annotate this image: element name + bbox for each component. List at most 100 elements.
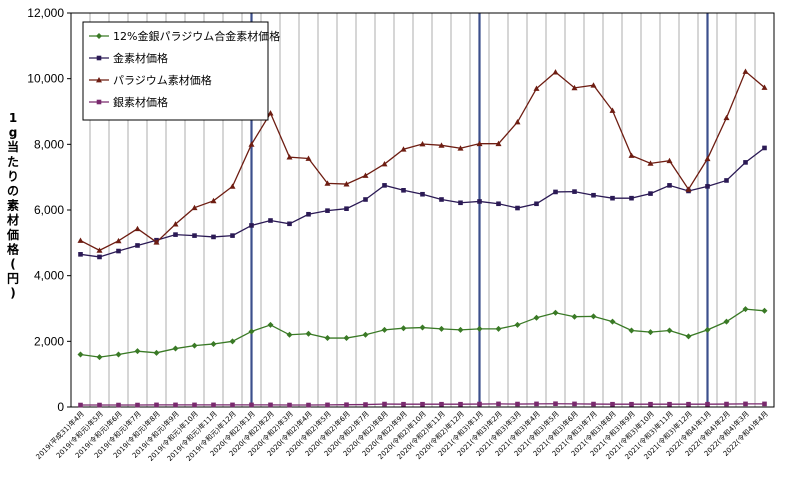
legend-label: 12%金銀パラジウム合金素材価格 [113, 29, 280, 43]
data-point [135, 243, 140, 248]
data-point [248, 328, 255, 335]
data-point [305, 330, 312, 337]
legend-swatch-marker [96, 55, 102, 61]
data-point [515, 401, 520, 407]
data-point [267, 321, 274, 328]
data-point [477, 199, 482, 204]
data-point [420, 191, 425, 197]
series-group [78, 401, 767, 408]
data-point [267, 110, 274, 116]
series-lines [77, 68, 768, 408]
data-point [400, 146, 407, 152]
data-point [287, 402, 292, 408]
data-point [533, 314, 540, 321]
data-point [134, 225, 141, 232]
data-point [97, 254, 102, 260]
data-point [153, 349, 160, 356]
data-point [419, 141, 426, 147]
data-point [382, 401, 387, 407]
data-point [724, 401, 729, 407]
data-point [704, 155, 711, 162]
data-point [230, 233, 235, 238]
data-point [344, 402, 349, 408]
data-point [286, 154, 293, 160]
data-point [325, 402, 330, 408]
data-point [533, 85, 540, 91]
series-line [80, 308, 765, 358]
data-point [514, 119, 521, 125]
data-point [723, 318, 730, 325]
data-point [439, 401, 444, 407]
data-point [96, 354, 103, 361]
y-axis-ticks: 0 2,000 4,000 6,000 8,000 10,000 12,000 [27, 6, 64, 414]
data-point [438, 325, 445, 332]
y-axis-label-char: 材 [6, 212, 19, 227]
data-point [648, 191, 653, 196]
data-point [685, 333, 692, 340]
legend-box [82, 21, 269, 121]
data-point [135, 402, 140, 408]
x-axis-ticks: 2019(平成31)年4月2019(令和元)年5月2019(令和元)年6月201… [34, 409, 770, 463]
data-point [210, 197, 217, 204]
series-line [80, 147, 765, 258]
axes [67, 12, 775, 408]
y-axis-label-char: g [9, 126, 18, 140]
data-point [610, 195, 615, 201]
data-point [324, 335, 331, 342]
data-point [173, 402, 178, 408]
data-point [191, 342, 198, 349]
data-point [116, 402, 121, 408]
data-point [591, 401, 596, 407]
data-point [249, 402, 254, 408]
data-point [552, 69, 559, 75]
data-point [248, 141, 255, 147]
data-point [458, 401, 463, 407]
data-point [666, 327, 673, 334]
data-point [496, 201, 501, 207]
data-point [78, 252, 83, 257]
data-point [743, 160, 748, 165]
data-point [742, 306, 749, 313]
data-point [401, 188, 406, 193]
data-point [77, 237, 84, 243]
data-point [438, 142, 445, 148]
y-tick-label: 0 [57, 400, 64, 414]
data-point [743, 401, 748, 407]
legend-label: 金素材価格 [113, 51, 168, 65]
data-point [343, 181, 350, 187]
data-point [534, 201, 539, 207]
data-point [571, 84, 578, 91]
data-point [571, 313, 578, 320]
data-point [476, 325, 483, 332]
data-point [457, 145, 464, 151]
data-point [192, 233, 197, 238]
data-point [116, 248, 121, 254]
data-point [629, 401, 634, 407]
data-point [306, 402, 311, 408]
data-point [553, 189, 558, 195]
data-point [553, 401, 558, 407]
data-point [667, 401, 672, 407]
data-point [305, 155, 312, 161]
data-point [362, 172, 369, 178]
data-point [153, 239, 160, 245]
data-point [686, 401, 691, 407]
data-point [173, 232, 178, 237]
data-point [268, 218, 273, 223]
data-point [476, 140, 483, 147]
data-point [268, 402, 273, 408]
data-point [495, 325, 502, 332]
data-point [381, 161, 388, 167]
data-point [704, 326, 711, 333]
y-tick-label: 10,000 [27, 72, 64, 86]
y-axis-label-char: 当 [7, 139, 19, 154]
data-point [590, 313, 597, 320]
y-axis-label-char: の [7, 184, 19, 198]
data-point [647, 160, 654, 166]
data-point [724, 178, 729, 183]
data-point [249, 223, 254, 228]
y-tick-label: 2,000 [34, 334, 64, 348]
y-tick-label: 12,000 [27, 6, 64, 20]
